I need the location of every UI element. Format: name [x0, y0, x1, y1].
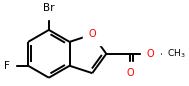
Text: Br: Br: [43, 3, 55, 13]
Text: O: O: [147, 49, 154, 59]
Text: F: F: [4, 61, 10, 71]
Text: O: O: [126, 68, 134, 78]
Text: CH$_3$: CH$_3$: [167, 48, 186, 60]
Text: O: O: [88, 29, 96, 39]
